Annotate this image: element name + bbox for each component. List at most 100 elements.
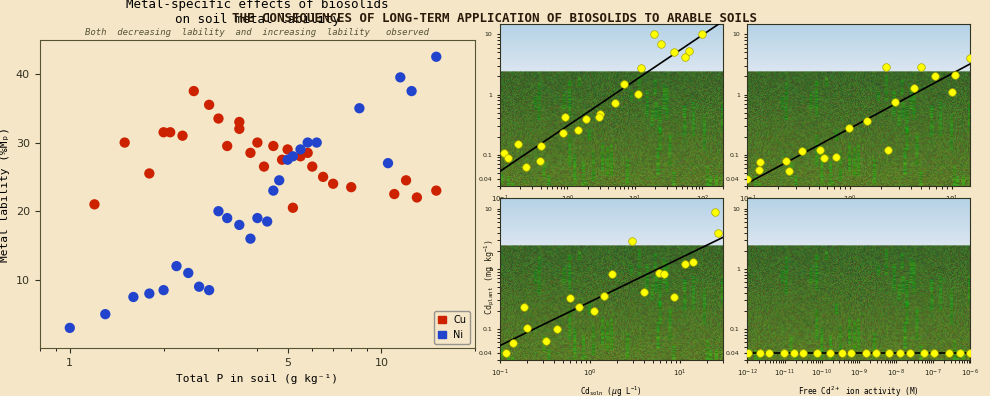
Point (142, 170, 157, 177)
Point (168, 263, 184, 269)
Point (795, 350, 811, 356)
Point (902, 350, 918, 356)
Point (786, 350, 802, 356)
Text: THE CONSEQUENCES OF LONG-TERM APPLICATION OF BIOSOLIDS TO ARABLE SOILS: THE CONSEQUENCES OF LONG-TERM APPLICATIO… (233, 12, 757, 25)
Point (155, 287, 171, 293)
Point (829, 153, 844, 160)
Point (211, 208, 227, 214)
Point (243, 150, 258, 156)
Point (859, 118, 875, 124)
Point (841, 125, 856, 131)
Point (496, 150, 512, 156)
Point (557, 114, 573, 120)
Point (309, 139, 325, 146)
Point (604, 270, 620, 277)
Point (752, 350, 768, 356)
Point (607, 100, 623, 106)
Point (562, 295, 578, 301)
Point (174, 133, 190, 139)
Text: $\mathregular{Cd_{plant}}$ (mg kg$\mathregular{^{-1}}$): $\mathregular{Cd_{plant}}$ (mg kg$\mathr… (483, 239, 497, 315)
Point (117, 139, 133, 146)
Point (386, 191, 402, 197)
Point (681, 48, 697, 54)
X-axis label: Total P in soil (g kg⁻¹): Total P in soil (g kg⁻¹) (176, 374, 339, 384)
Point (219, 215, 235, 221)
Point (249, 215, 265, 221)
Point (892, 350, 908, 356)
Y-axis label: Metal lability (%Mₚ): Metal lability (%Mₚ) (0, 127, 10, 261)
Point (927, 72, 942, 79)
Point (280, 146, 296, 152)
Point (906, 85, 922, 91)
Point (285, 205, 301, 211)
Point (304, 164, 320, 170)
Point (616, 81, 632, 88)
Point (636, 289, 651, 295)
Point (913, 64, 929, 70)
Point (962, 55, 978, 61)
Point (878, 64, 894, 70)
Point (549, 326, 565, 332)
Text: Both  decreasing  lability  and  increasing  lability   observed: Both decreasing lability and increasing … (85, 27, 430, 36)
Point (180, 270, 196, 276)
Point (300, 139, 316, 146)
Point (259, 218, 275, 225)
Point (232, 126, 248, 132)
Point (510, 141, 526, 147)
Point (777, 158, 793, 164)
Point (781, 168, 797, 174)
Point (398, 177, 414, 183)
Point (857, 350, 873, 356)
Point (404, 88, 420, 94)
Point (232, 119, 248, 125)
Point (645, 31, 661, 38)
Point (596, 293, 612, 299)
Point (62, 325, 78, 331)
Point (211, 115, 227, 122)
Point (519, 325, 535, 331)
Point (186, 88, 202, 94)
Point (592, 110, 608, 117)
Point (429, 187, 445, 194)
Point (538, 338, 553, 344)
Point (219, 143, 235, 149)
Point (315, 174, 331, 180)
Point (280, 156, 296, 163)
Point (947, 72, 963, 78)
Point (274, 156, 290, 163)
Point (293, 153, 309, 160)
Point (409, 194, 425, 201)
Point (710, 229, 726, 236)
Point (751, 167, 767, 173)
Point (533, 158, 548, 164)
Point (694, 31, 710, 38)
Point (740, 350, 755, 356)
Point (926, 350, 941, 356)
Point (86, 201, 102, 208)
Point (249, 139, 265, 146)
Point (392, 74, 408, 80)
Point (506, 340, 522, 346)
Point (656, 270, 672, 277)
Point (578, 115, 594, 122)
Point (126, 294, 142, 300)
Point (740, 175, 755, 182)
Point (201, 102, 217, 108)
Point (812, 147, 828, 153)
Point (591, 114, 607, 120)
Point (941, 350, 957, 356)
Point (498, 350, 514, 356)
Point (162, 129, 178, 135)
Point (761, 350, 777, 356)
Point (380, 160, 396, 166)
Point (707, 209, 723, 215)
Point (570, 126, 586, 133)
Point (271, 177, 287, 183)
Point (533, 143, 548, 149)
Point (518, 164, 534, 170)
Point (97, 311, 113, 317)
Point (794, 148, 810, 154)
Point (351, 105, 367, 111)
Title: Metal-specific effects of biosolids
on soil metal lability: Metal-specific effects of biosolids on s… (126, 0, 389, 26)
Point (634, 65, 649, 71)
